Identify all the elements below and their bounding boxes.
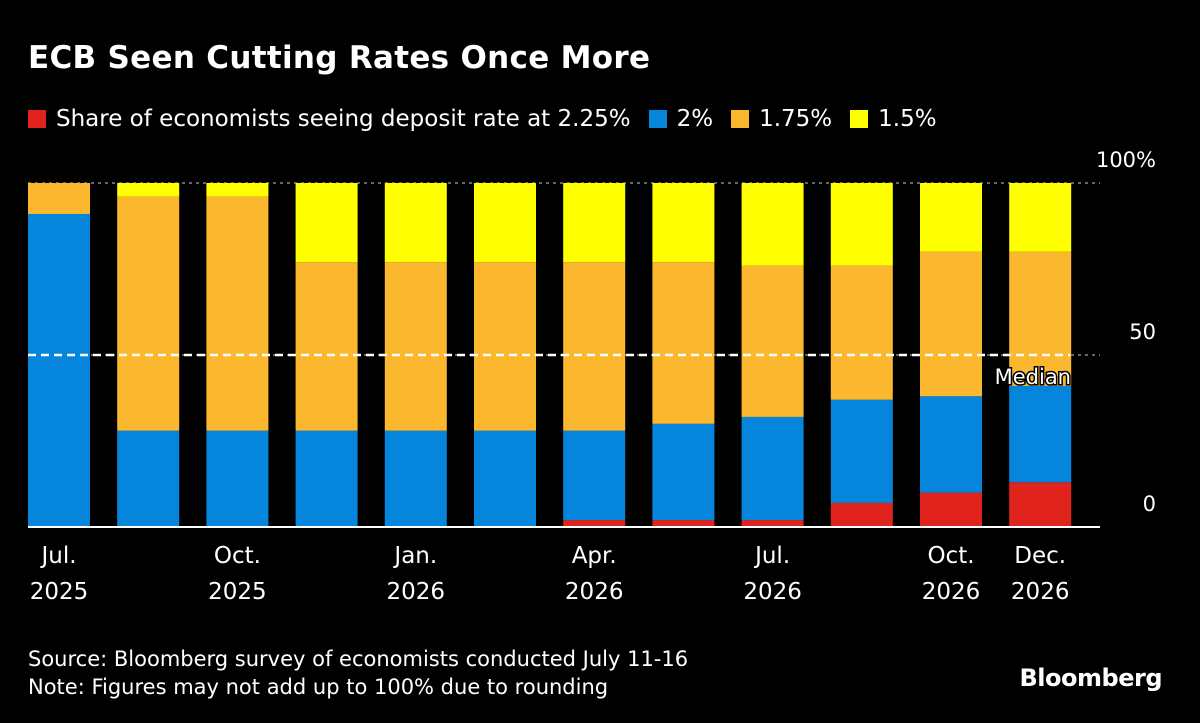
legend-title: Share of economists seeing deposit rate … xyxy=(56,106,551,132)
x-tick-label: 2026 xyxy=(1011,579,1070,605)
x-tick-label: Dec. xyxy=(1014,543,1066,569)
bar-segment xyxy=(563,183,626,263)
bar-segment xyxy=(920,492,982,527)
bar-segment xyxy=(741,183,804,266)
bar-segment xyxy=(741,416,804,521)
bar-segment xyxy=(206,196,269,431)
x-tick-label: Jan. xyxy=(392,543,437,569)
bar-segment xyxy=(1009,251,1072,386)
bar-segment xyxy=(830,265,893,400)
bar-segment xyxy=(1009,183,1072,252)
legend-item-1.75: 1.75% xyxy=(731,106,832,132)
bar-segment xyxy=(652,520,715,527)
note-text: Note: Figures may not add up to 100% due… xyxy=(28,675,609,699)
bar-segment xyxy=(117,183,180,197)
bar-segment xyxy=(28,213,90,527)
chart-title: ECB Seen Cutting Rates Once More xyxy=(28,40,651,76)
x-tick-label: 2026 xyxy=(565,579,624,605)
y-tick-label: 100% xyxy=(1096,148,1156,172)
legend-swatch xyxy=(731,110,750,128)
bar-segment xyxy=(28,183,90,214)
legend-item-2.25: Share of economists seeing deposit rate … xyxy=(28,106,631,132)
x-tick-label: 2026 xyxy=(922,579,981,605)
bar-segment xyxy=(830,183,893,266)
bar-segment xyxy=(117,196,180,431)
legend-label: 1.5% xyxy=(878,106,937,132)
bar-segment xyxy=(384,183,447,263)
bar-segment xyxy=(117,430,180,527)
x-tick-label: Jul. xyxy=(39,543,76,569)
bar-segment xyxy=(384,262,447,431)
legend: Share of economists seeing deposit rate … xyxy=(28,106,955,132)
x-tick-label: 2025 xyxy=(30,579,89,605)
legend-label: 1.75% xyxy=(759,106,833,132)
bar-segment xyxy=(206,183,269,197)
legend-swatch xyxy=(28,110,46,128)
x-tick-label: Oct. xyxy=(927,543,974,569)
bar-segment xyxy=(474,183,536,263)
bar-segment xyxy=(563,430,626,521)
source-text: Source: Bloomberg survey of economists c… xyxy=(28,647,689,671)
bar-segment xyxy=(652,423,715,521)
bar-segment xyxy=(295,262,358,431)
bar-segment xyxy=(295,430,358,527)
y-tick-label: 50 xyxy=(1129,320,1156,344)
bar-segment xyxy=(474,430,536,527)
bloomberg-logo: Bloomberg xyxy=(1019,664,1163,692)
bar-segment xyxy=(830,399,893,503)
bar-segment xyxy=(206,430,269,527)
bar-segment xyxy=(384,430,447,527)
bar-segment xyxy=(741,265,804,417)
bar-segment xyxy=(741,520,804,527)
bar-segment xyxy=(563,262,626,431)
x-tick-label: 2026 xyxy=(387,579,446,605)
bar-segment xyxy=(1009,385,1072,483)
bar-segment xyxy=(920,183,982,252)
footnote: Source: Bloomberg survey of economists c… xyxy=(28,645,688,701)
x-tick-label: Jul. xyxy=(753,543,790,569)
y-tick-label: 0 xyxy=(1143,492,1156,516)
bar-segment xyxy=(474,262,536,431)
bar-segment xyxy=(920,396,982,493)
bar-segment xyxy=(652,183,715,263)
x-tick-label: Oct. xyxy=(214,543,261,569)
bar-segment xyxy=(652,262,715,424)
legend-item-2: 2% xyxy=(648,106,714,132)
legend-label: 2% xyxy=(676,106,714,132)
bar-segment xyxy=(920,251,982,397)
bar-segment xyxy=(563,520,626,527)
bar-segment xyxy=(1009,482,1072,527)
x-tick-label: Apr. xyxy=(572,543,617,569)
x-tick-label: 2026 xyxy=(743,579,802,605)
legend-label: 2.25% xyxy=(557,106,631,132)
bar-segment xyxy=(295,183,358,263)
x-tick-label: 2025 xyxy=(208,579,267,605)
legend-swatch xyxy=(850,110,869,128)
bar-segment xyxy=(830,502,893,527)
legend-swatch xyxy=(648,110,667,128)
legend-item-1.5: 1.5% xyxy=(850,106,937,132)
median-label: Median xyxy=(995,365,1071,389)
